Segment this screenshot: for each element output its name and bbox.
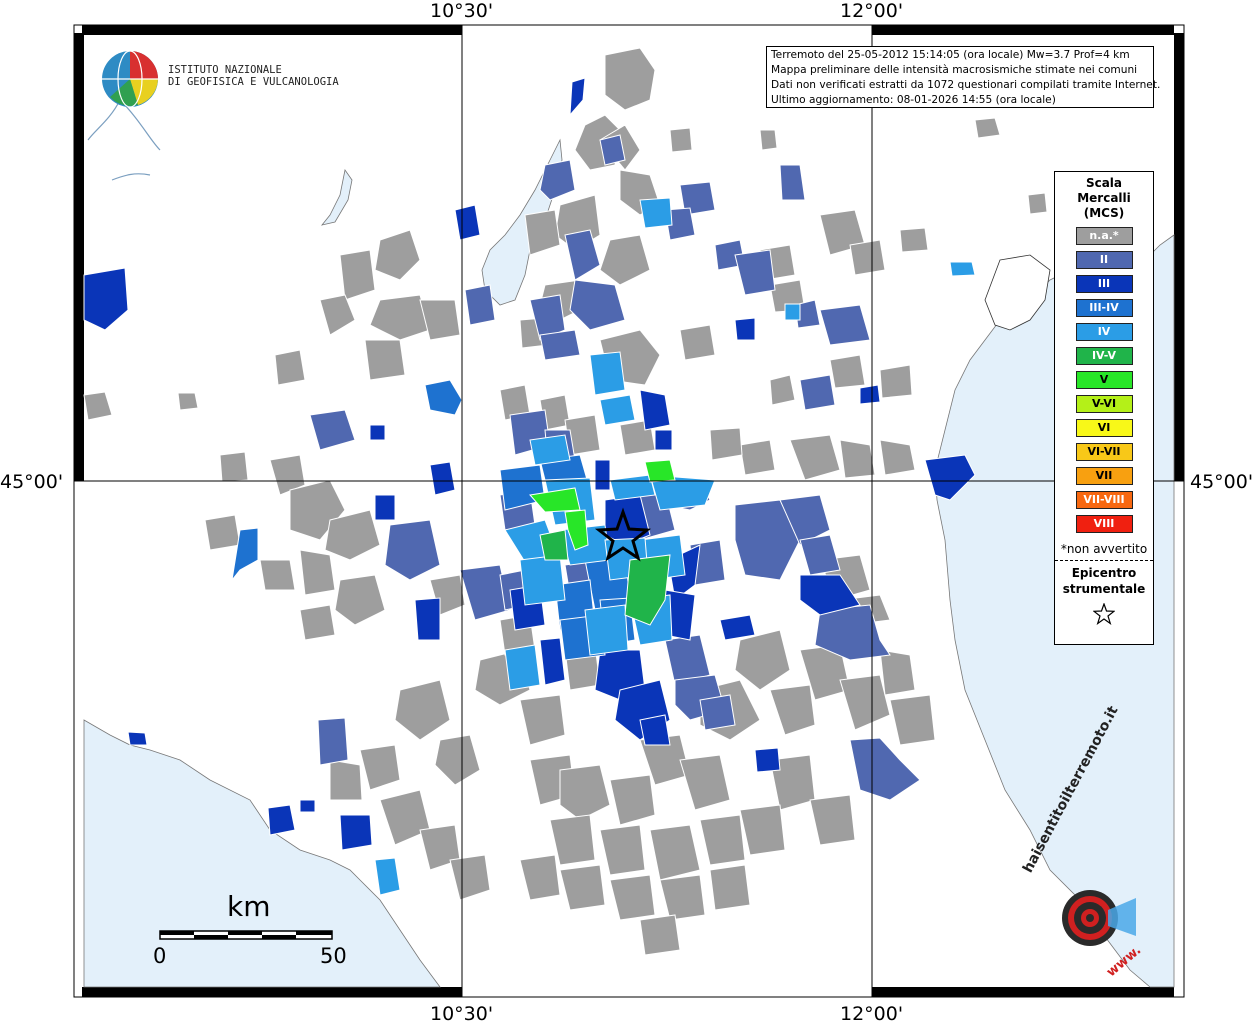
legend-epicentre-label: Epicentro strumentale [1055, 565, 1153, 597]
event-info-line2: Mappa preliminare delle intensità macros… [771, 64, 1138, 76]
legend-item: VI [1075, 419, 1133, 437]
legend-item: n.a.* [1075, 227, 1133, 245]
coord-bottom-left: 10°30' [430, 1003, 494, 1025]
coord-top-left: 10°30' [430, 0, 494, 22]
legend-note: *non avvertito [1055, 542, 1153, 561]
ingv-name: ISTITUTO NAZIONALE DI GEOFISICA E VULCAN… [168, 64, 339, 88]
legend-item: V-VI [1075, 395, 1133, 413]
intensity-legend: Scala Mercalli (MCS) n.a.* II III III-IV IV I… [1054, 171, 1154, 645]
lagoon [984, 254, 1051, 331]
legend-item: II [1075, 251, 1133, 269]
legend-title-3: (MCS) [1083, 206, 1125, 220]
epicentre-star [594, 507, 652, 562]
scalebar [159, 930, 333, 940]
ingv-logo [98, 47, 328, 117]
ligurian-sea [83, 719, 441, 988]
municipalities-IV-V [539, 529, 671, 626]
coord-bottom-right: 12°00' [840, 1003, 904, 1025]
scalebar-unit: km [227, 890, 271, 923]
scalebar-end: 50 [320, 944, 347, 968]
coord-left-lat: 45°00' [0, 471, 64, 493]
hai-sentito-logo: haisentitoilterremoto.it www. [1020, 704, 1163, 981]
municipalities-V [529, 459, 676, 551]
municipalities-III [83, 77, 976, 851]
legend-epicentre-1: Epicentro [1071, 566, 1137, 580]
globe-icon [102, 50, 158, 108]
scalebar-start: 0 [153, 944, 167, 968]
legend-item: VII [1075, 467, 1133, 485]
legend-epicentre-2: strumentale [1062, 582, 1146, 596]
event-info-line3: Dati non verificati estratti da 1072 que… [771, 79, 1161, 91]
legend-star-icon [1055, 602, 1153, 629]
event-info-line4: Ultimo aggiornamento: 08-01-2026 14:55 (… [771, 94, 1056, 106]
legend-item: VI-VII [1075, 443, 1133, 461]
legend-item: IV [1075, 323, 1133, 341]
legend-item: III-IV [1075, 299, 1133, 317]
legend-title-1: Scala [1085, 176, 1123, 190]
lake-iseo [320, 169, 353, 226]
coord-right-lat: 45°00' [1190, 471, 1254, 493]
coord-top-right: 12°00' [840, 0, 904, 22]
frame-bars [74, 25, 1184, 997]
legend-item: VII-VIII [1075, 491, 1133, 509]
ingv-name-line2: DI GEOFISICA E VULCANOLOGIA [168, 76, 339, 88]
legend-title: Scala Mercalli (MCS) [1055, 176, 1153, 221]
legend-items: n.a.* II III III-IV IV IV-V V V-VI VI VI-VII VII VI… [1055, 227, 1153, 533]
ingv-name-line1: ISTITUTO NAZIONALE [168, 64, 282, 76]
legend-title-2: Mercalli [1077, 191, 1131, 205]
legend-item: V [1075, 371, 1133, 389]
legend-item: VIII [1075, 515, 1133, 533]
graticule [74, 25, 1184, 997]
event-info-box: Terremoto del 25-05-2012 15:14:05 (ora l… [766, 46, 1161, 108]
target-icon [1062, 890, 1136, 946]
legend-item: IV-V [1075, 347, 1133, 365]
legend-item: III [1075, 275, 1133, 293]
event-info-line1: Terremoto del 25-05-2012 15:14:05 (ora l… [771, 49, 1130, 61]
